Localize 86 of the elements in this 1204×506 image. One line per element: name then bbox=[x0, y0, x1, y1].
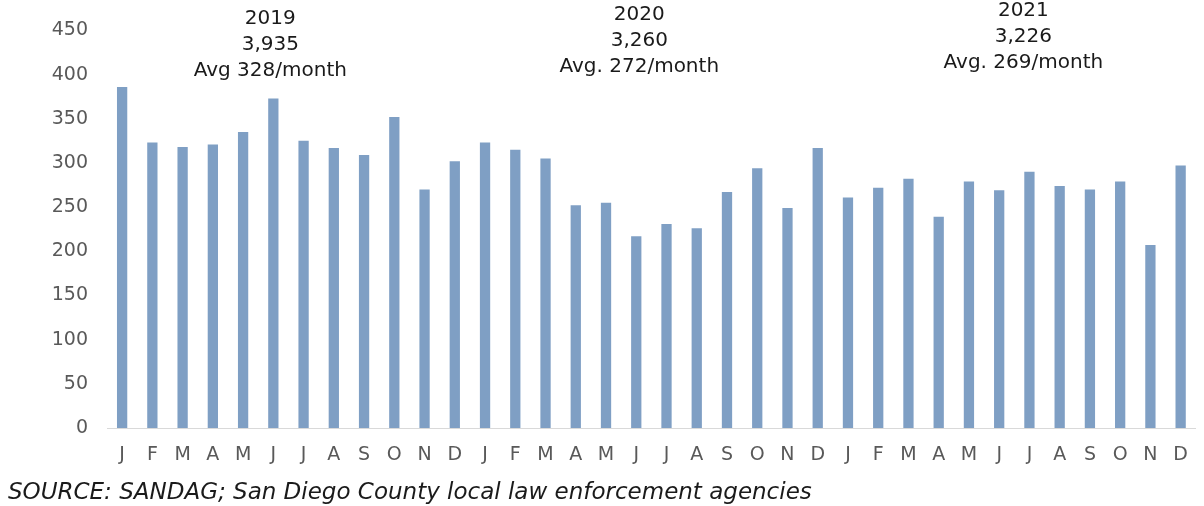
bar bbox=[479, 142, 491, 428]
bar bbox=[510, 149, 521, 428]
y-tick-label: 350 bbox=[51, 105, 88, 128]
x-tick-label: A bbox=[690, 442, 704, 465]
x-tick-label: J bbox=[269, 442, 277, 465]
x-tick-label: S bbox=[1083, 442, 1096, 465]
bar bbox=[419, 189, 430, 428]
x-tick-label: D bbox=[810, 442, 826, 465]
x-tick-label: M bbox=[900, 442, 917, 465]
y-tick-label: 250 bbox=[51, 194, 88, 217]
bar bbox=[963, 181, 975, 428]
bar bbox=[298, 140, 309, 428]
x-tick-label: N bbox=[417, 442, 432, 465]
x-tick-label: D bbox=[447, 442, 463, 465]
bar bbox=[116, 86, 128, 428]
y-tick-label: 400 bbox=[51, 61, 88, 84]
bar bbox=[933, 216, 944, 428]
bar bbox=[389, 116, 400, 428]
x-tick-label: N bbox=[1143, 442, 1158, 465]
bar bbox=[600, 202, 612, 428]
x-tick-label: J bbox=[632, 442, 640, 465]
x-tick-label: S bbox=[720, 442, 734, 465]
annotation: 2020 3,260 Avg. 272/month bbox=[559, 1, 720, 77]
y-tick-label: 50 bbox=[63, 370, 88, 393]
bar bbox=[842, 197, 854, 428]
bar bbox=[721, 192, 733, 428]
x-tick-label: A bbox=[932, 442, 946, 465]
bar bbox=[1024, 171, 1035, 428]
bar bbox=[873, 187, 884, 428]
x-tick-label: A bbox=[206, 442, 220, 465]
bar bbox=[207, 144, 218, 428]
bar bbox=[358, 154, 370, 428]
x-tick-label: D bbox=[1173, 442, 1188, 465]
bar bbox=[449, 161, 460, 428]
x-tick-label: M bbox=[960, 442, 978, 465]
x-tick-label: A bbox=[327, 442, 341, 465]
y-tick-label: 200 bbox=[51, 238, 88, 261]
y-tick-label: 450 bbox=[51, 17, 88, 40]
x-tick-label: O bbox=[386, 442, 402, 465]
bar bbox=[1175, 165, 1186, 428]
bar bbox=[1084, 189, 1096, 428]
bar bbox=[328, 147, 339, 428]
x-tick-label: A bbox=[569, 442, 583, 465]
x-tick-label: M bbox=[537, 442, 554, 465]
bar bbox=[1115, 181, 1126, 428]
source-note: SOURCE: SANDAG; San Diego County local law enforcement agencies bbox=[8, 478, 812, 504]
x-tick-label: F bbox=[146, 442, 158, 465]
x-tick-label: J bbox=[844, 442, 851, 465]
bar bbox=[782, 208, 793, 428]
bar bbox=[812, 147, 823, 428]
y-tick-label: 0 bbox=[75, 414, 88, 437]
bar bbox=[268, 98, 279, 428]
bar bbox=[994, 190, 1005, 428]
x-tick-label: S bbox=[358, 442, 371, 465]
x-tick-label: J bbox=[118, 442, 125, 465]
x-tick-label: J bbox=[662, 442, 670, 465]
x-tick-label: F bbox=[872, 442, 884, 465]
bar bbox=[237, 132, 249, 428]
x-tick-label: M bbox=[597, 442, 615, 465]
y-tick-label: 300 bbox=[51, 149, 88, 172]
x-tick-label: M bbox=[234, 442, 252, 465]
bar bbox=[147, 142, 158, 428]
y-tick-label: 150 bbox=[51, 282, 88, 305]
x-tick-label: J bbox=[1025, 442, 1033, 465]
bar bbox=[661, 223, 672, 428]
x-tick-label: N bbox=[780, 442, 795, 465]
bar bbox=[752, 168, 763, 428]
x-tick-label: J bbox=[481, 442, 488, 465]
x-tick-label: J bbox=[299, 442, 307, 465]
bar bbox=[540, 158, 551, 428]
x-tick-label: O bbox=[1112, 442, 1128, 465]
x-tick-label: M bbox=[174, 442, 191, 465]
bar bbox=[631, 236, 642, 428]
x-tick-label: O bbox=[749, 442, 765, 465]
annotation: 2019 3,935 Avg 328/month bbox=[193, 5, 347, 81]
bar bbox=[1054, 185, 1065, 428]
bar bbox=[570, 205, 581, 428]
x-tick-label: F bbox=[509, 442, 521, 465]
bar bbox=[1145, 245, 1156, 428]
bar bbox=[177, 147, 188, 428]
x-tick-label: J bbox=[995, 442, 1002, 465]
y-tick-label: 100 bbox=[51, 326, 88, 349]
annotation: 2021 3,226 Avg. 269/month bbox=[943, 0, 1104, 73]
x-tick-label: A bbox=[1053, 442, 1067, 465]
bar bbox=[903, 178, 914, 428]
bar bbox=[691, 228, 702, 428]
